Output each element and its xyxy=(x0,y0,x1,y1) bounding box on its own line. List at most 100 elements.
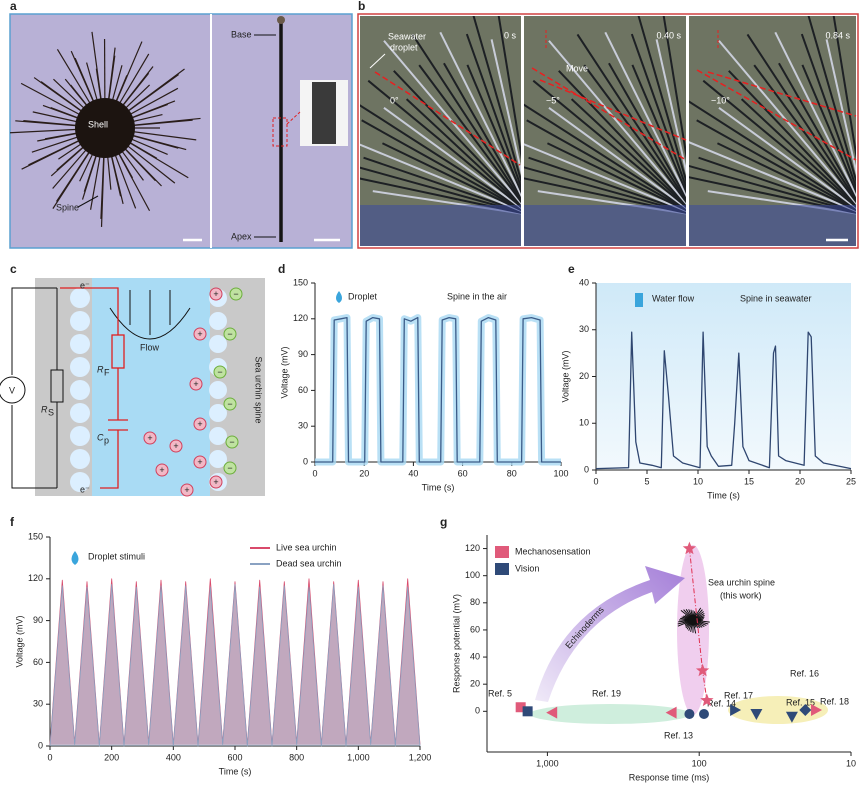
angle-label: −10° xyxy=(711,95,730,105)
spine-decor xyxy=(532,79,686,209)
ion xyxy=(155,463,169,477)
spine-decor xyxy=(696,119,856,211)
marker xyxy=(684,709,695,720)
ion xyxy=(229,287,243,301)
marker xyxy=(695,663,710,677)
ion xyxy=(189,377,203,391)
counter-ion xyxy=(70,403,90,423)
x-tick-label: 0 xyxy=(593,476,598,486)
annotation: (this work) xyxy=(720,590,762,600)
annotation: Spine in seawater xyxy=(740,293,812,303)
ion xyxy=(225,435,239,449)
counter-ion xyxy=(209,427,227,445)
x-tick-label: 10 xyxy=(693,476,703,486)
annotation: Ref. 19 xyxy=(592,688,621,698)
spine-decor xyxy=(367,79,521,209)
spine-decor xyxy=(524,103,686,210)
ion-sign: − xyxy=(233,289,238,299)
x-tick-label: 20 xyxy=(359,468,369,478)
panel-label: c xyxy=(10,262,17,276)
spine-decor xyxy=(361,119,521,211)
ion xyxy=(169,439,183,453)
double-layer: + −+ −+−−+−++++ −++ xyxy=(70,287,243,497)
ion-sign: + xyxy=(159,465,164,475)
y-tick-label: 100 xyxy=(465,570,480,580)
highlight xyxy=(530,704,690,724)
ion xyxy=(223,397,237,411)
x-tick-label: 15 xyxy=(744,476,754,486)
x-axis-label: Time (s) xyxy=(219,766,252,776)
spine-decor xyxy=(576,33,686,202)
spine-decor xyxy=(689,100,856,210)
counter-ion xyxy=(70,334,90,354)
counter-ion xyxy=(70,357,90,377)
spine-decor xyxy=(443,62,521,200)
legend-label: Live sea urchin xyxy=(276,542,337,552)
ion xyxy=(223,327,237,341)
marker xyxy=(785,711,798,723)
marker xyxy=(515,702,526,713)
legend-label: Vision xyxy=(515,563,539,573)
y-tick-label: 80 xyxy=(470,597,480,607)
x-tick-label: 1,200 xyxy=(409,752,432,762)
annotation: Apex xyxy=(231,231,252,241)
y-axis-label: Voltage (mV) xyxy=(560,350,570,402)
platform-decor xyxy=(524,205,686,246)
water-flow-icon xyxy=(635,293,643,307)
spine-decor xyxy=(716,142,856,212)
arrow xyxy=(369,53,386,69)
angle-label: 0° xyxy=(390,95,399,105)
counter-ion xyxy=(70,380,90,400)
y-tick-label: 120 xyxy=(465,543,480,553)
spine-decor xyxy=(393,70,521,206)
marker xyxy=(522,706,533,717)
time-label: 0 s xyxy=(504,30,517,40)
y-tick-label: 0 xyxy=(303,456,308,466)
annotation: Water flow xyxy=(652,293,695,303)
x-tick-label: 800 xyxy=(289,752,304,762)
counter-ion xyxy=(70,472,90,492)
ion-sign: + xyxy=(197,419,202,429)
counter-ion xyxy=(70,426,90,446)
legend-swatch xyxy=(495,563,509,575)
source-label: V xyxy=(9,385,15,395)
x-tick-label: 5 xyxy=(644,476,649,486)
marker xyxy=(811,703,823,716)
y-tick-label: 40 xyxy=(579,277,589,287)
spine-decor xyxy=(548,106,686,209)
arrow xyxy=(535,566,685,702)
rf-sub: F xyxy=(104,367,110,377)
y-tick-label: 0 xyxy=(584,464,589,474)
x-tick-label: 400 xyxy=(166,752,181,762)
frame-spines xyxy=(360,16,521,246)
annotation: Seawater xyxy=(388,31,426,41)
annotation: Ref. 13 xyxy=(664,730,693,740)
annotation: Flow xyxy=(140,342,160,352)
spine-decor xyxy=(418,64,521,204)
y-tick-label: 150 xyxy=(293,277,308,287)
line xyxy=(49,584,421,747)
spine-decor xyxy=(778,62,856,200)
time-label: 0.40 s xyxy=(656,30,681,40)
legend-label: Dead sea urchin xyxy=(276,558,342,568)
x-tick-label: 0 xyxy=(47,752,52,762)
y-axis-label: Response potential (mV) xyxy=(451,594,461,693)
panel-label: e xyxy=(568,262,575,276)
x-tick-label: 600 xyxy=(227,752,242,762)
y-tick-label: 30 xyxy=(33,699,43,709)
spine-decor xyxy=(689,141,856,212)
ion xyxy=(209,287,223,301)
x-tick-label: 20 xyxy=(795,476,805,486)
ion xyxy=(223,461,237,475)
droplet-icon xyxy=(71,551,79,565)
marker xyxy=(665,706,677,719)
rf-label: R xyxy=(97,364,104,374)
annotation: Ref. 16 xyxy=(790,668,819,678)
reference-line xyxy=(531,67,687,161)
annotation: Droplet xyxy=(348,291,378,301)
y-axis-label: Voltage (mV) xyxy=(14,615,24,667)
y-tick-label: 30 xyxy=(298,421,308,431)
electron-label: e⁻ xyxy=(80,280,90,290)
panel-label: b xyxy=(358,0,365,13)
ion xyxy=(209,475,223,489)
